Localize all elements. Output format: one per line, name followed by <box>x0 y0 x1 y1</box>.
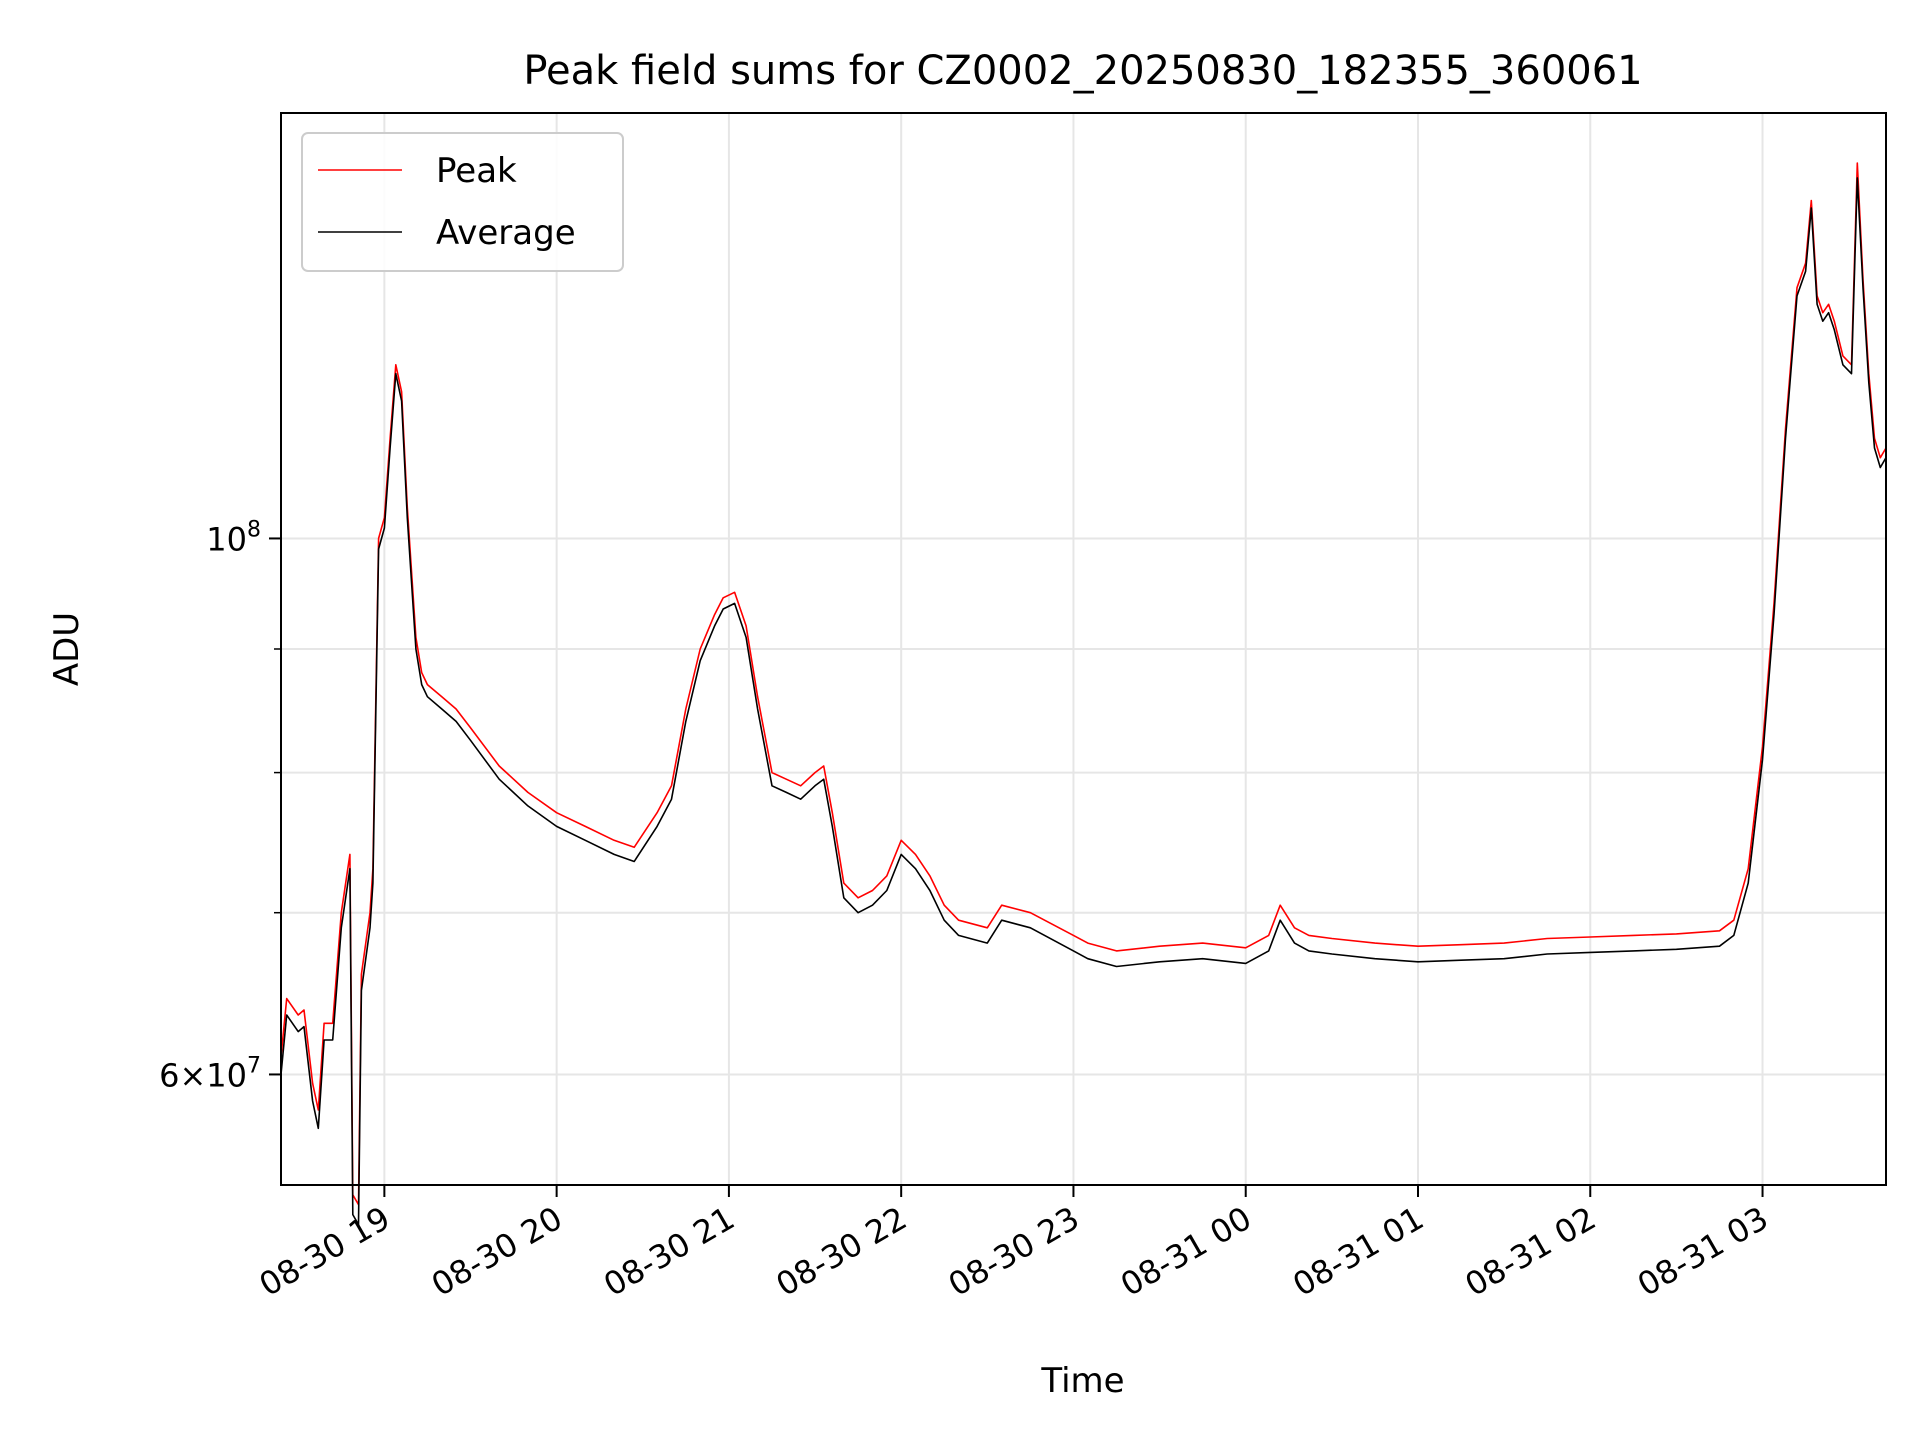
x-tick-label: 08-31 03 <box>1631 1199 1775 1304</box>
grid <box>281 113 1886 1185</box>
x-axis-label: Time <box>1040 1361 1124 1401</box>
x-tick-label: 08-31 01 <box>1286 1199 1430 1304</box>
y-axis-label: ADU <box>47 612 87 686</box>
y-axis: 6×107 108 <box>159 517 281 1094</box>
x-tick-label: 08-31 02 <box>1459 1199 1603 1304</box>
series-layer <box>280 162 1887 1226</box>
x-tick-label: 08-30 23 <box>942 1199 1086 1304</box>
x-tick-label: 08-31 00 <box>1114 1199 1258 1304</box>
y-tick-label: 108 <box>206 517 261 558</box>
x-tick-label: 08-30 19 <box>253 1199 397 1304</box>
series-line-peak <box>280 162 1887 1206</box>
chart-title: Peak field sums for CZ0002_20250830_1823… <box>523 48 1642 94</box>
legend-box <box>301 132 624 272</box>
legend-label-average: Average <box>436 213 576 253</box>
series-line-average <box>280 177 1887 1226</box>
x-tick-label: 08-30 22 <box>770 1199 914 1304</box>
x-tick-label: 08-30 20 <box>425 1199 569 1304</box>
y-tick-label: 6×107 <box>159 1053 261 1094</box>
x-axis: 08-30 19 08-30 20 08-30 21 08-30 22 08-30 23… <box>253 1185 1775 1304</box>
legend: Peak Average <box>301 132 624 272</box>
x-tick-label: 08-30 21 <box>597 1199 741 1304</box>
legend-label-peak: Peak <box>436 151 517 191</box>
